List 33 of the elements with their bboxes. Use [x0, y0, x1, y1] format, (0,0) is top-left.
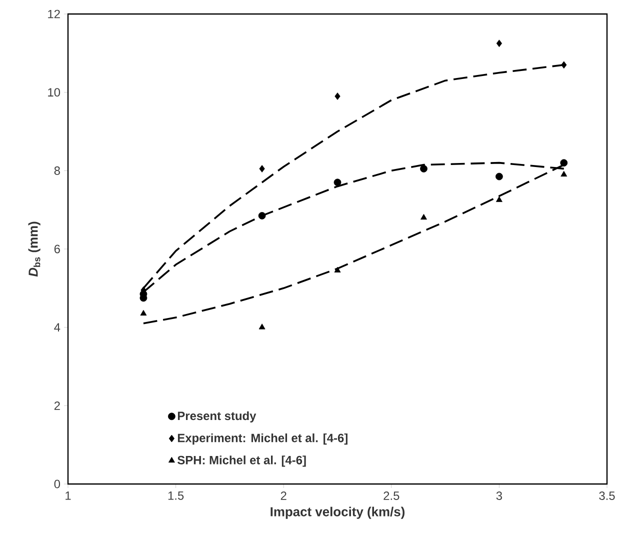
point: [420, 214, 427, 220]
x-axis-title: Impact velocity (km/s): [270, 506, 405, 519]
point: [560, 170, 568, 177]
point: [561, 61, 567, 69]
legend-label: Experiment: Michel et al. [4-6]: [178, 433, 348, 445]
legend-label: Present study: [178, 411, 256, 422]
point: [258, 212, 266, 220]
point: [334, 266, 341, 272]
y-axis-title: D$_{bs}$ (mm): [28, 222, 40, 277]
y-tick-label: 10: [48, 88, 60, 97]
x-tick-label: 2.5: [384, 492, 400, 500]
point: [258, 324, 266, 330]
point: [334, 92, 340, 100]
y-tick-label: 0: [54, 480, 60, 488]
y-tick-label: 12: [48, 10, 60, 18]
y-tick-label: 6: [54, 244, 60, 254]
y-tick-label: 4: [54, 323, 60, 332]
legend-label: SPH: Michel et al. [4-6]: [178, 456, 306, 467]
point: [259, 165, 265, 172]
x-tick-label: 1: [66, 492, 71, 500]
point: [496, 40, 502, 48]
point: [140, 310, 147, 316]
y-tick-label: 2: [54, 401, 60, 410]
y-tick-label: 8: [54, 166, 60, 175]
point: [420, 165, 428, 172]
point: [560, 159, 568, 167]
point: [496, 196, 502, 202]
x-tick-label: 3.5: [599, 492, 615, 500]
x-tick-label: 2: [280, 492, 286, 500]
x-tick-label: 1.5: [168, 492, 184, 500]
point: [334, 178, 342, 186]
x-tick-label: 3: [496, 492, 502, 500]
point: [496, 172, 503, 180]
